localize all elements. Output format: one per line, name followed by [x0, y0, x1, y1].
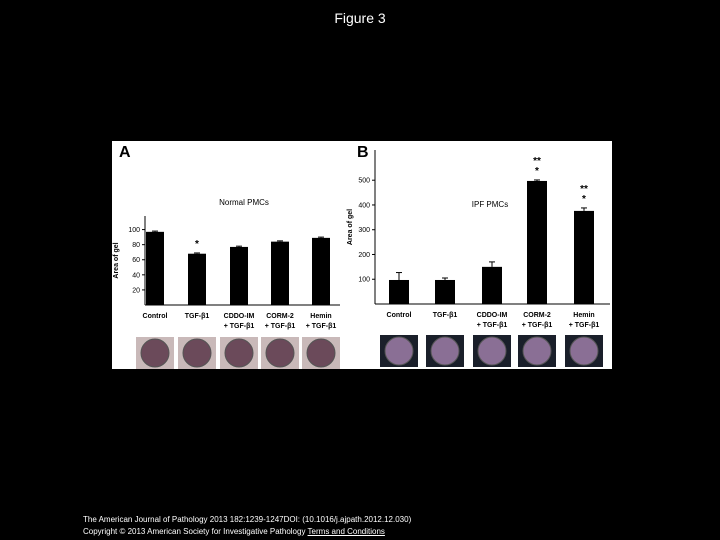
bar	[271, 241, 289, 305]
chart-title: Normal PMCs	[219, 198, 269, 207]
panel-b-bg	[346, 141, 612, 369]
gel-well	[430, 336, 460, 366]
bar	[527, 180, 547, 304]
bar	[146, 231, 164, 305]
y-axis-label: Area of gel	[347, 209, 354, 245]
x-tick-label: Hemin + TGF-β1	[306, 313, 337, 330]
bar	[389, 279, 409, 304]
copyright: Copyright © 2013 American Society for In…	[83, 527, 306, 536]
y-tick-label: 400	[358, 202, 370, 209]
annotation: **	[533, 156, 541, 167]
bar	[312, 237, 330, 305]
y-tick-label: 100	[128, 227, 140, 234]
gel-well	[569, 336, 599, 366]
gel-well	[522, 336, 552, 366]
y-tick-label: 100	[358, 277, 370, 284]
chart-title: IPF PMCs	[472, 200, 508, 209]
citation: The American Journal of Pathology 2013 1…	[83, 515, 412, 524]
gel-well	[140, 338, 170, 368]
bar	[230, 246, 248, 305]
x-tick-label: CDDO-IM + TGF-β1	[224, 313, 255, 330]
slide-title: Figure 3	[334, 10, 386, 26]
annotation: *	[582, 194, 586, 205]
panel-label: B	[357, 144, 369, 161]
footer: The American Journal of Pathology 2013 1…	[83, 514, 411, 538]
bar	[435, 279, 455, 304]
y-tick-label: 500	[358, 178, 370, 185]
y-tick-label: 20	[132, 287, 140, 294]
terms-link[interactable]: Terms and Conditions	[307, 527, 385, 536]
gel-well	[477, 336, 507, 366]
bar	[188, 253, 206, 305]
x-tick-label: Control	[143, 313, 168, 320]
annotation: *	[535, 166, 539, 177]
annotation: **	[580, 184, 588, 195]
x-tick-label: CDDO-IM + TGF-β1	[477, 312, 508, 329]
x-tick-label: TGF-β1	[433, 312, 458, 319]
bar	[482, 266, 502, 304]
y-tick-label: 80	[132, 242, 140, 249]
x-tick-label: Control	[387, 312, 412, 319]
y-tick-label: 200	[358, 252, 370, 259]
bar	[574, 210, 594, 304]
gel-well	[265, 338, 295, 368]
y-tick-label: 60	[132, 257, 140, 264]
x-tick-label: TGF-β1	[185, 313, 210, 320]
gel-well	[224, 338, 254, 368]
y-axis-label: Area of gel	[113, 242, 120, 278]
x-tick-label: CORM-2 + TGF-β1	[265, 313, 296, 330]
y-tick-label: 300	[358, 227, 370, 234]
annotation: *	[195, 239, 199, 250]
gel-well	[306, 338, 336, 368]
x-tick-label: CORM-2 + TGF-β1	[522, 312, 553, 329]
copyright-line: Copyright © 2013 American Society for In…	[83, 526, 411, 538]
panel-label: A	[119, 144, 131, 161]
gel-well	[384, 336, 414, 366]
gel-well	[182, 338, 212, 368]
y-tick-label: 40	[132, 272, 140, 279]
x-tick-label: Hemin + TGF-β1	[569, 312, 600, 329]
